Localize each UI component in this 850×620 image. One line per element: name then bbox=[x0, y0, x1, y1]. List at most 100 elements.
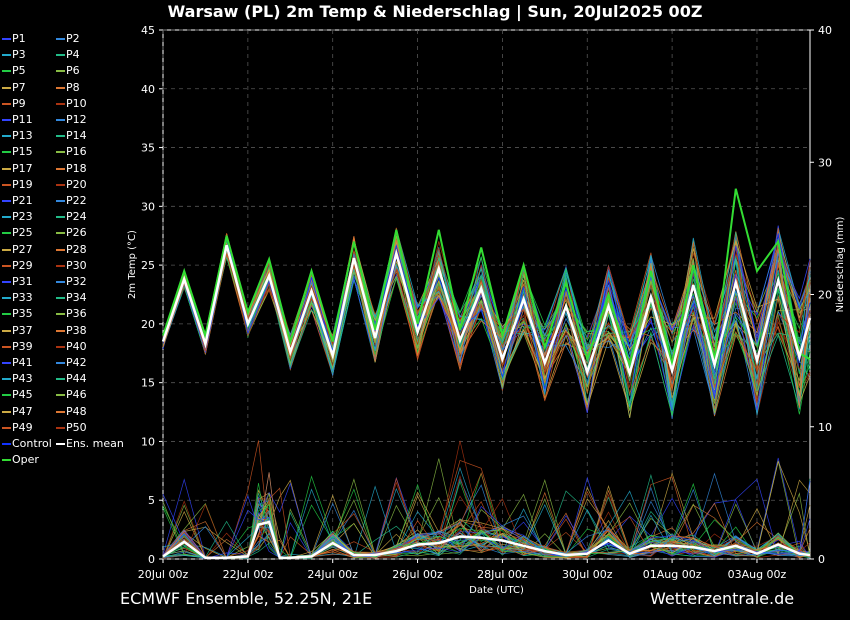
legend-label: P39 bbox=[12, 339, 33, 353]
x-tick-label: 26Jul 00z bbox=[392, 568, 443, 581]
legend-item: P36 bbox=[56, 307, 87, 321]
legend-swatch bbox=[56, 183, 65, 186]
y2-tick-label: 0 bbox=[818, 553, 825, 566]
legend-swatch bbox=[2, 264, 11, 267]
legend-item: P45 bbox=[2, 388, 33, 402]
legend-swatch bbox=[2, 102, 11, 105]
legend-label: P43 bbox=[12, 372, 33, 386]
legend-swatch bbox=[2, 216, 11, 219]
footer-source: ECMWF Ensemble, 52.25N, 21E bbox=[120, 589, 373, 608]
x-tick-label: 20Jul 00z bbox=[138, 568, 189, 581]
legend-label: P9 bbox=[12, 96, 26, 110]
legend-label: P36 bbox=[66, 307, 87, 321]
legend-label: P35 bbox=[12, 307, 33, 321]
legend-label: P2 bbox=[66, 32, 80, 45]
legend-swatch bbox=[56, 443, 65, 445]
member-temp-line bbox=[162, 227, 811, 401]
legend-swatch bbox=[2, 345, 11, 348]
y2-axis-label: Niederschlag (mm) bbox=[835, 217, 846, 313]
legend-label: P10 bbox=[66, 96, 87, 110]
legend-label: P5 bbox=[12, 64, 26, 78]
legend-label: P18 bbox=[66, 161, 87, 175]
legend-item: P47 bbox=[2, 405, 33, 419]
legend-item: P17 bbox=[2, 162, 33, 176]
legend-item: P15 bbox=[2, 145, 33, 159]
legend-swatch bbox=[2, 135, 11, 138]
legend-swatch bbox=[56, 232, 65, 235]
y-tick-label: 40 bbox=[141, 83, 155, 96]
y-tick-label: 35 bbox=[141, 142, 155, 155]
legend-label: P37 bbox=[12, 323, 33, 337]
legend-item: P8 bbox=[56, 81, 80, 95]
legend-label: P12 bbox=[66, 113, 87, 126]
oper-temp-line bbox=[162, 188, 811, 369]
legend-item: P10 bbox=[56, 97, 87, 111]
legend-label: P6 bbox=[66, 64, 80, 78]
legend-swatch bbox=[56, 281, 65, 283]
legend-swatch bbox=[56, 313, 65, 316]
legend-swatch bbox=[56, 394, 65, 397]
legend-item: P20 bbox=[56, 178, 87, 192]
legend-swatch bbox=[2, 70, 11, 73]
legend-swatch bbox=[56, 119, 65, 121]
legend-item: P24 bbox=[56, 210, 87, 224]
legend-swatch bbox=[56, 151, 65, 154]
legend-label: P15 bbox=[12, 145, 33, 159]
legend-label: P41 bbox=[12, 356, 33, 369]
legend-label: P14 bbox=[66, 129, 87, 143]
legend-swatch bbox=[56, 200, 65, 202]
legend-swatch bbox=[2, 329, 11, 332]
member-precip-line bbox=[162, 490, 811, 560]
legend-label: P8 bbox=[66, 80, 80, 94]
legend-swatch bbox=[2, 443, 11, 445]
legend-label: P29 bbox=[12, 258, 33, 272]
legend-label: P44 bbox=[66, 372, 87, 386]
member-precip-line bbox=[162, 475, 811, 559]
legend-item: P34 bbox=[56, 291, 87, 305]
legend-swatch bbox=[2, 248, 11, 251]
legend-swatch bbox=[2, 86, 11, 89]
legend-item: P42 bbox=[56, 356, 87, 370]
legend-item: P27 bbox=[2, 243, 33, 257]
legend-item: P21 bbox=[2, 194, 33, 208]
member-precip-line bbox=[162, 478, 811, 559]
legend-item: P18 bbox=[56, 162, 87, 176]
legend-label: Control bbox=[12, 437, 52, 450]
legend-swatch bbox=[56, 345, 65, 348]
legend-label: P22 bbox=[66, 194, 87, 207]
legend-item: P11 bbox=[2, 113, 33, 127]
legend-item: P48 bbox=[56, 405, 87, 419]
x-tick-label: 28Jul 00z bbox=[477, 568, 528, 581]
legend-swatch bbox=[56, 102, 65, 105]
legend-label: P49 bbox=[12, 420, 33, 434]
legend-item: Ens. mean bbox=[56, 437, 124, 451]
legend-swatch bbox=[56, 378, 65, 381]
member-precip-line bbox=[162, 472, 811, 559]
x-axis-label: Date (UTC) bbox=[469, 585, 524, 596]
legend-swatch bbox=[56, 216, 65, 219]
legend-swatch bbox=[56, 426, 65, 429]
legend-label: P33 bbox=[12, 291, 33, 305]
y-axis-label: 2m Temp (°C) bbox=[127, 230, 138, 299]
legend-swatch bbox=[2, 297, 11, 300]
legend-item: P3 bbox=[2, 48, 26, 62]
legend-item: P16 bbox=[56, 145, 87, 159]
legend-item: P38 bbox=[56, 324, 87, 338]
legend-label: P48 bbox=[66, 404, 87, 418]
legend-swatch bbox=[56, 264, 65, 267]
legend-item: P49 bbox=[2, 421, 33, 435]
legend-label: Ens. mean bbox=[66, 437, 124, 450]
legend-item: P32 bbox=[56, 275, 87, 289]
legend-label: P21 bbox=[12, 194, 33, 207]
legend-label: P28 bbox=[66, 242, 87, 256]
legend-swatch bbox=[2, 54, 11, 57]
legend-label: P46 bbox=[66, 388, 87, 402]
legend-label: Oper bbox=[12, 453, 39, 467]
legend-swatch bbox=[56, 54, 65, 57]
legend-item: P1 bbox=[2, 32, 26, 46]
legend-swatch bbox=[2, 232, 11, 235]
legend-item: Control bbox=[2, 437, 52, 451]
legend-swatch bbox=[2, 362, 11, 364]
legend-item: P26 bbox=[56, 226, 87, 240]
legend-label: P25 bbox=[12, 226, 33, 240]
